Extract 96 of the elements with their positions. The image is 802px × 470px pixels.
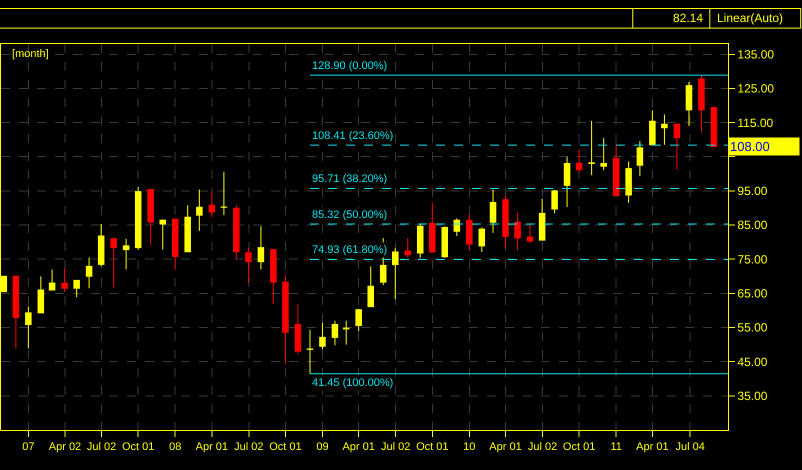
candlestick bbox=[466, 214, 473, 250]
text: Linear(Auto) bbox=[717, 11, 784, 25]
x-tick-label: Jul 04 bbox=[676, 441, 705, 454]
y-tick-label: 45.00 bbox=[737, 354, 768, 369]
ref-line-label: 85.32 (50.00%) bbox=[312, 209, 388, 221]
candlestick bbox=[282, 274, 289, 365]
text: 82.14 bbox=[673, 11, 704, 25]
candlestick bbox=[674, 122, 680, 170]
x-tick-label: Jul 02 bbox=[234, 441, 264, 454]
candlestick bbox=[564, 156, 570, 208]
candlestick bbox=[306, 329, 314, 374]
candlestick bbox=[490, 189, 496, 234]
candlestick bbox=[526, 224, 534, 244]
x-tick-label: 11 bbox=[610, 441, 622, 454]
x-tick-label: Apr 01 bbox=[636, 441, 669, 454]
candlestick bbox=[551, 189, 558, 214]
x-tick-label: Oct 01 bbox=[269, 441, 302, 454]
candlestick bbox=[625, 161, 632, 204]
y-tick-label: 135.00 bbox=[737, 47, 774, 62]
candlestick bbox=[134, 186, 142, 250]
ref-line-label: 41.45 (100.00%) bbox=[312, 377, 394, 389]
candlestick bbox=[98, 224, 104, 267]
chart-title: [month] bbox=[12, 48, 49, 60]
candlestick bbox=[636, 140, 644, 177]
ref-line-label: 74.93 (61.80%) bbox=[312, 244, 388, 256]
x-tick-label: Jul 02 bbox=[86, 441, 116, 454]
text: 108.00 bbox=[730, 139, 770, 154]
candlestick bbox=[442, 226, 448, 258]
candlestick bbox=[588, 120, 595, 176]
x-tick-label: Apr 01 bbox=[342, 441, 375, 454]
x-tick-label: 07 bbox=[22, 441, 34, 454]
x-tick-label: Jul 02 bbox=[528, 441, 558, 454]
candlestick bbox=[478, 226, 486, 253]
candlestick bbox=[429, 202, 436, 253]
x-tick-label: 08 bbox=[169, 441, 182, 454]
ref-line-label: 95.71 (38.20%) bbox=[312, 173, 388, 185]
ref-line-label: 128.90 (0.00%) bbox=[312, 60, 388, 72]
x-tick-label: Jul 02 bbox=[381, 441, 410, 454]
y-tick-label: 95.00 bbox=[737, 184, 768, 198]
candlestick bbox=[220, 171, 228, 216]
x-tick-label: Oct 01 bbox=[122, 441, 154, 454]
candlestick bbox=[12, 274, 20, 350]
candlestick bbox=[48, 268, 56, 290]
y-tick-label: 35.00 bbox=[737, 389, 768, 404]
candlestick bbox=[502, 194, 509, 249]
candlestick bbox=[245, 247, 252, 284]
candlestick bbox=[196, 189, 203, 232]
x-tick-label: 10 bbox=[463, 441, 476, 454]
candlestick bbox=[270, 249, 277, 304]
candlestick bbox=[514, 212, 521, 250]
candlestick bbox=[698, 74, 705, 134]
x-tick-label: Oct 01 bbox=[416, 441, 448, 454]
candlestick bbox=[184, 204, 191, 252]
candlestick bbox=[73, 280, 80, 298]
candlestick bbox=[110, 237, 117, 288]
candlestick bbox=[258, 226, 264, 270]
candlestick bbox=[208, 191, 216, 218]
candlestick bbox=[159, 218, 166, 250]
candlestick bbox=[147, 189, 154, 246]
candlestick bbox=[233, 204, 240, 260]
candlestick bbox=[342, 320, 350, 346]
candlestick bbox=[319, 322, 326, 350]
candlestick bbox=[454, 218, 460, 236]
candlestick bbox=[661, 114, 668, 146]
candlestick bbox=[686, 81, 692, 126]
y-tick-label: 75.00 bbox=[737, 252, 768, 266]
x-tick-label: 09 bbox=[316, 441, 329, 454]
y-tick-label: 65.00 bbox=[737, 286, 768, 301]
candlestick bbox=[332, 320, 338, 346]
candlestick bbox=[404, 238, 412, 258]
y-tick-label: 125.00 bbox=[737, 82, 774, 96]
candlestick bbox=[538, 198, 546, 241]
candlestick bbox=[122, 238, 130, 270]
candlestick bbox=[416, 222, 424, 258]
candlestick bbox=[392, 247, 399, 300]
candlestick bbox=[38, 276, 44, 314]
x-tick-label: Apr 01 bbox=[196, 441, 228, 454]
candlestick bbox=[25, 306, 32, 349]
candlestick bbox=[294, 303, 302, 355]
candlestick bbox=[367, 266, 374, 308]
y-tick-label: 85.00 bbox=[737, 218, 768, 232]
candlestick bbox=[576, 148, 582, 173]
y-tick-label: 115.00 bbox=[737, 116, 774, 130]
x-tick-label: Oct 01 bbox=[562, 441, 596, 454]
candlestick bbox=[612, 144, 620, 196]
candlestick bbox=[172, 218, 178, 270]
x-tick-label: Apr 01 bbox=[489, 441, 522, 454]
candlestick bbox=[61, 268, 68, 292]
x-tick-label: Apr 02 bbox=[48, 441, 82, 454]
candlestick bbox=[600, 137, 607, 171]
candlestick bbox=[710, 107, 718, 147]
candlestick bbox=[86, 257, 92, 289]
ref-line-label: 108.41 (23.60%) bbox=[312, 130, 394, 142]
candlestick bbox=[355, 308, 362, 332]
candlestick bbox=[649, 110, 656, 146]
y-tick-label: 55.00 bbox=[737, 320, 768, 335]
